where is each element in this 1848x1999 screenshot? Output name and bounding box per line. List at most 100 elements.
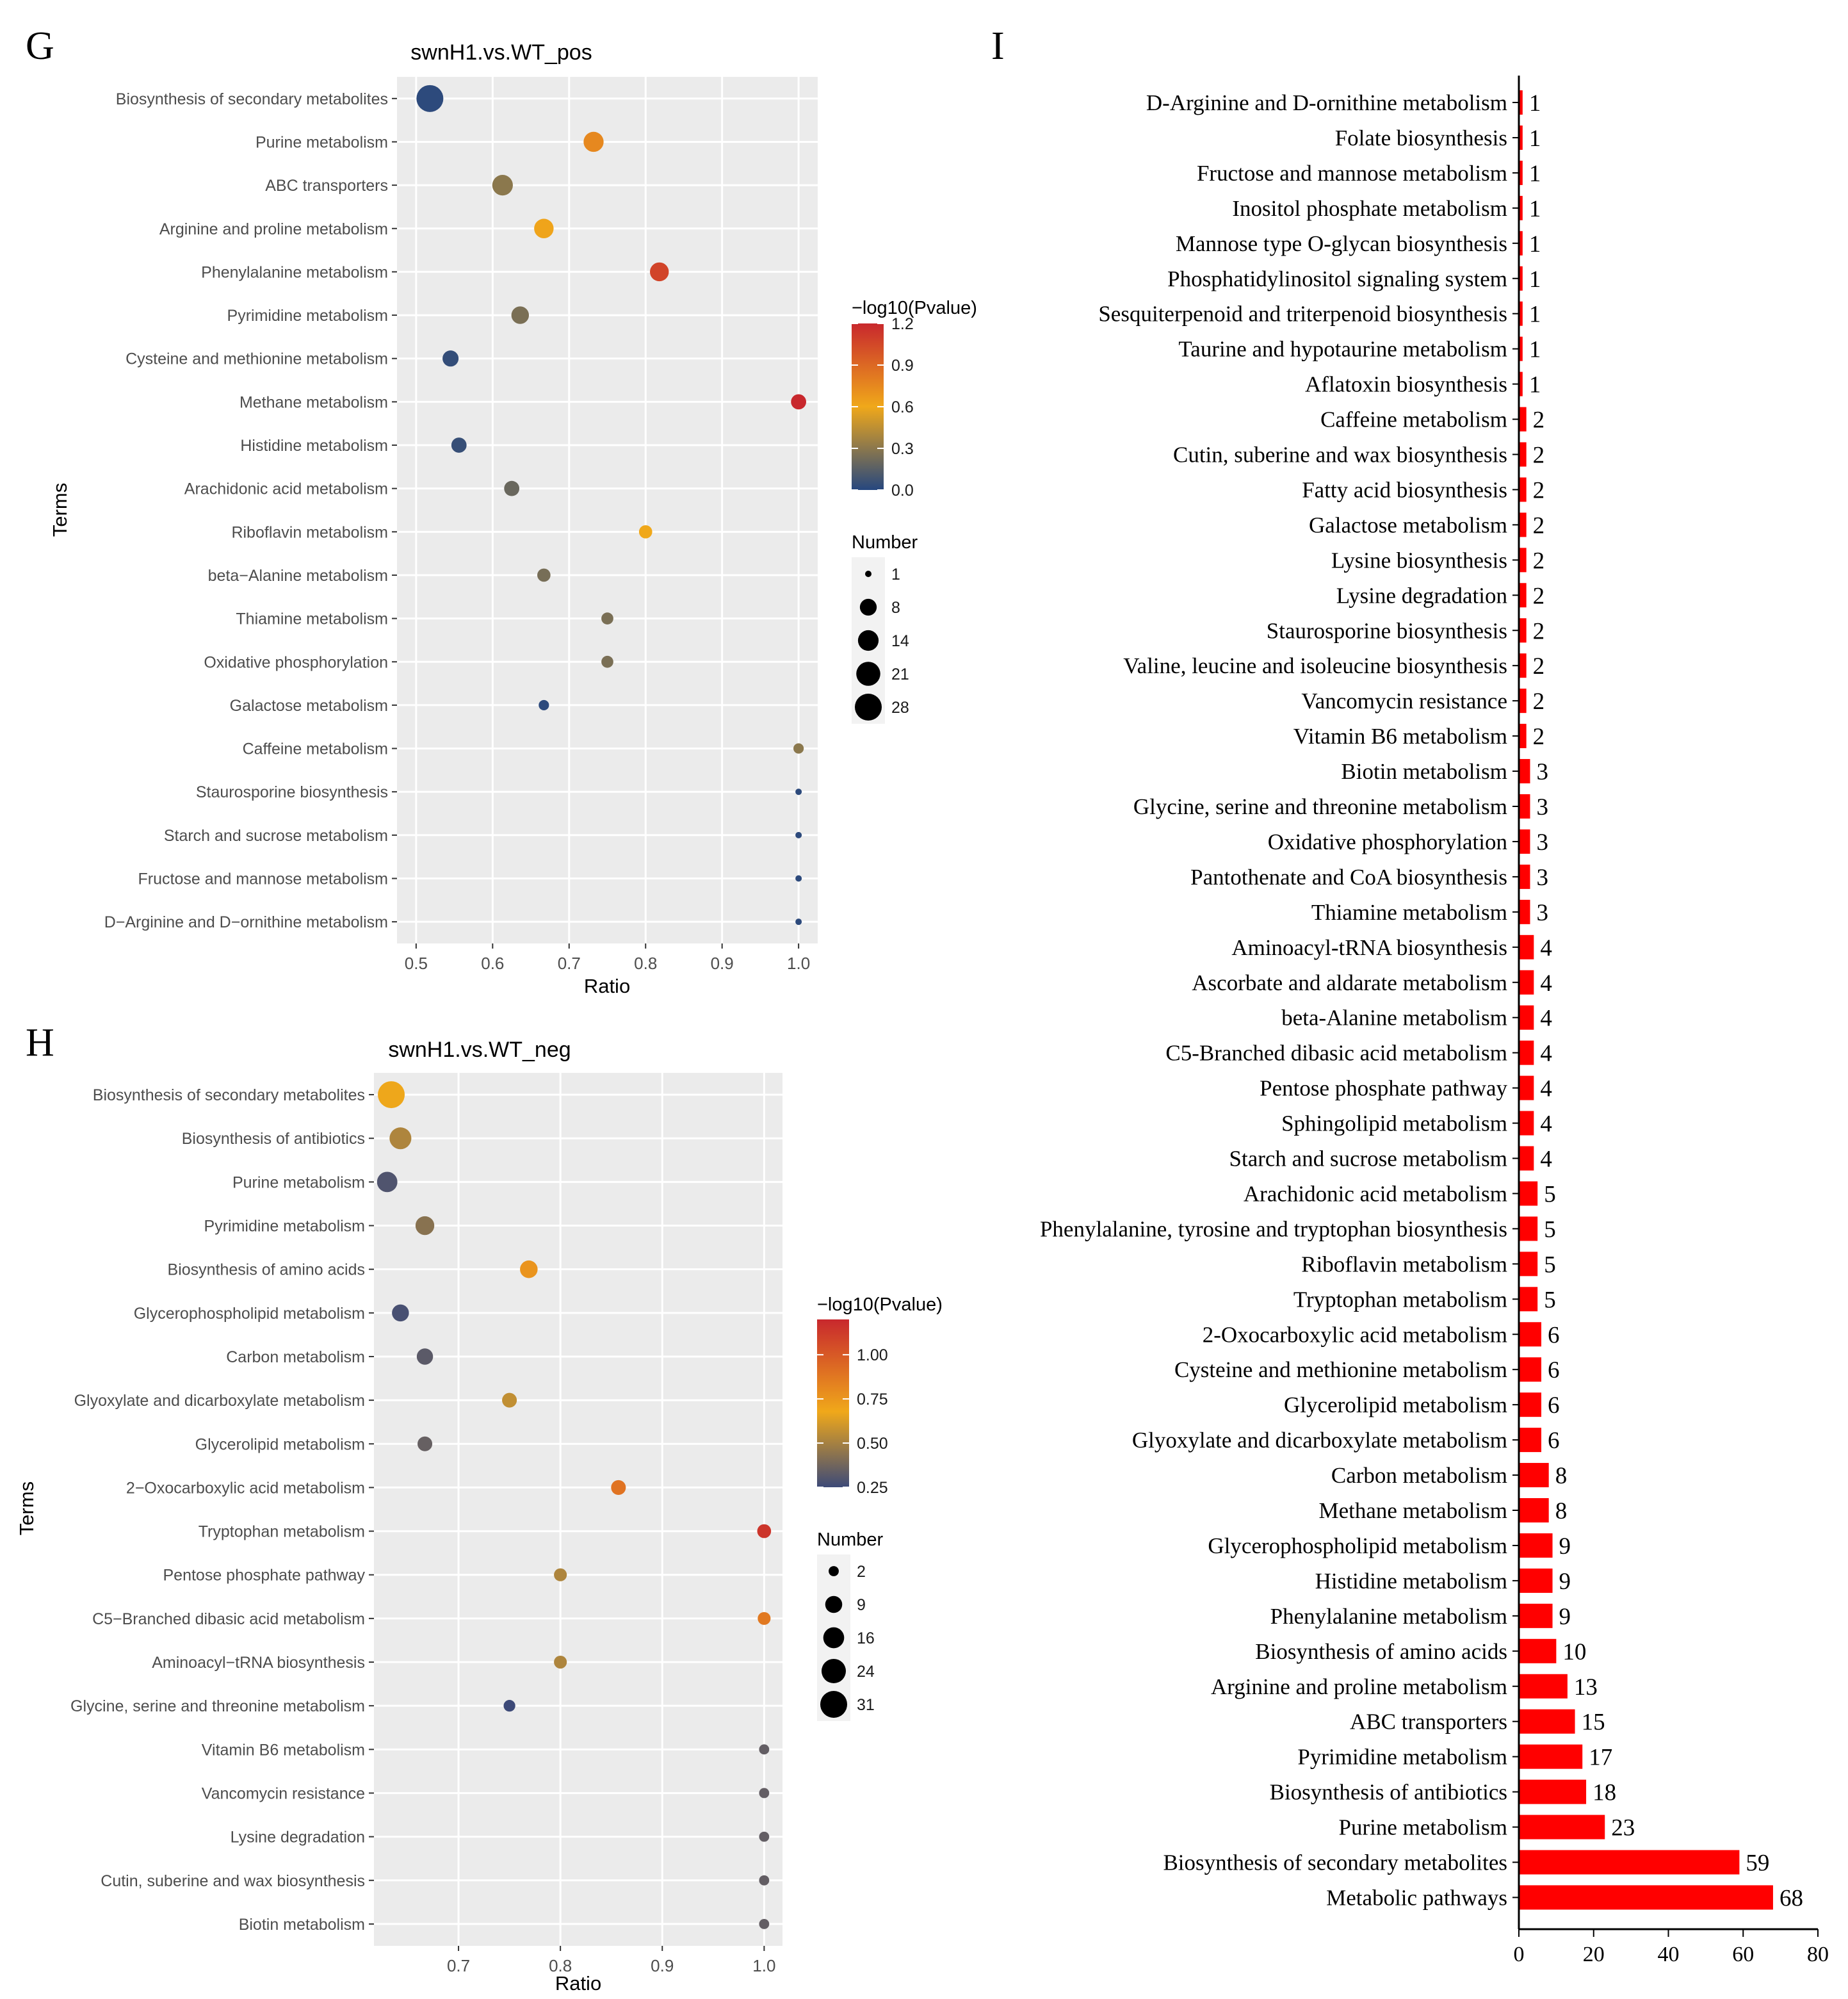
panel-i-value-label: 1 [1529,372,1541,398]
panel-h-point [389,1127,412,1150]
panel-i-value-label: 3 [1537,865,1549,891]
panel-g-point [539,699,549,711]
panel-g-term-label: ABC transporters [265,177,388,195]
panel-i-bar [1519,1005,1534,1030]
panel-g-point [492,175,513,196]
panel-i-category-label: Pentose phosphate pathway [1260,1076,1507,1101]
panel-i-value-label: 1 [1529,337,1541,363]
panel-g-point [791,394,807,410]
panel-i-category-label: Glycerolipid metabolism [1284,1392,1507,1417]
panel-g-point [638,525,652,539]
panel-i-category-label: Thiamine metabolism [1311,900,1507,925]
panel-i-category-label: Taurine and hypotaurine metabolism [1178,337,1507,362]
panel-i-bar [1519,231,1523,256]
panel-g-point [451,437,467,453]
panel-h-term-label: 2−Oxocarboxylic acid metabolism [126,1479,365,1497]
panel-h-point [758,1611,771,1625]
panel-i-bar [1519,1674,1568,1699]
panel-h-size-legend-title: Number [817,1530,883,1550]
panel-i-category-label: beta-Alanine metabolism [1281,1006,1507,1031]
panel-i-bar [1519,689,1527,714]
panel-h-size-key-dot [820,1691,847,1718]
panel-i-category-label: Lysine biosynthesis [1331,548,1507,573]
panel-i-category-label: Inositol phosphate metabolism [1232,196,1507,221]
panel-i-category-label: Biosynthesis of secondary metabolites [1163,1850,1507,1875]
panel-i-category-label: Purine metabolism [1339,1815,1507,1840]
panel-g-term-label: Galactose metabolism [230,697,388,715]
panel-i-bar [1519,512,1527,537]
panel-i-value-label: 8 [1555,1498,1568,1524]
panel-h-point [554,1655,567,1669]
panel-g-point [583,131,604,152]
panel-i-value-label: 6 [1548,1392,1560,1419]
panel-i-bar [1519,1216,1538,1241]
panel-g-point [795,918,802,926]
panel-i-bar [1519,1111,1534,1136]
panel-g-colorbar-label: 0.0 [891,482,914,500]
panel-i-chart: D-Arginine and D-ornithine metabolism 1 Fo… [1040,76,1829,1966]
panel-g-x-tick-label: 0.7 [558,954,581,973]
panel-i-category-label: Oxidative phosphorylation [1268,829,1507,854]
panel-h-point [759,1744,770,1755]
panel-i-value-label: 1 [1529,161,1541,187]
panel-i-category-label: Cutin, suberine and wax biosynthesis [1173,443,1507,468]
panel-i-bar [1519,1638,1557,1663]
panel-i-category-label: Histidine metabolism [1315,1569,1507,1594]
panel-h-point [416,1348,434,1365]
panel-i-value-label: 2 [1533,653,1545,680]
panel-i-bar [1519,1744,1583,1769]
panel-g-colorbar-label: 0.3 [891,440,914,458]
panel-i-bar [1519,794,1530,819]
panel-i-category-label: Phenylalanine, tyrosine and tryptophan b… [1040,1216,1507,1241]
panel-i-category-label: Biosynthesis of amino acids [1255,1639,1507,1664]
panel-g-ylabel: Terms [49,483,71,537]
panel-g-point [416,85,444,112]
panel-h-size-legend: Number 2 9 16 24 31 [817,1530,883,1721]
panel-g-term-label: Oxidative phosphorylation [204,653,388,671]
panel-g-size-key-dot [859,598,877,616]
panel-i-value-label: 15 [1582,1709,1605,1736]
panel-i-bar [1519,301,1523,326]
panel-i-value-label: 4 [1540,935,1552,961]
panel-h-x-tick-label: 0.9 [651,1956,674,1975]
panel-i-bar [1519,1287,1538,1312]
panel-i-value-label: 68 [1779,1885,1803,1911]
panel-i-value-label: 6 [1548,1428,1560,1454]
panel-h-point [757,1524,772,1538]
panel-h-xlabel: Ratio [555,1972,601,1995]
panel-g-point [537,568,551,582]
panel-i-category-label: Aminoacyl-tRNA biosynthesis [1231,935,1507,960]
panel-g-x-tick-label: 0.5 [405,954,428,973]
panel-i-bar [1519,1603,1553,1628]
panel-g-colorbar-label: 0.9 [891,357,914,375]
panel-g-size-key-dot [865,571,871,577]
panel-i-value-label: 2 [1533,443,1545,469]
panel-h-point [378,1081,405,1109]
panel-i-bar [1519,1568,1553,1593]
panel-i-category-label: 2-Oxocarboxylic acid metabolism [1203,1322,1507,1347]
panel-i-bar [1519,125,1523,150]
panel-i-bar [1519,1885,1773,1910]
panel-i-value-label: 5 [1544,1252,1556,1278]
panel-i-category-label: Pyrimidine metabolism [1297,1745,1507,1770]
panel-h-point [554,1568,567,1581]
panel-i-category-label: Glycerophospholipid metabolism [1208,1533,1507,1558]
panel-i-value-label: 4 [1540,1006,1552,1032]
panel-i-category-label: Glycine, serine and threonine metabolism [1133,794,1507,819]
panel-h-x-tick-label: 0.8 [549,1956,572,1975]
panel-i-bar [1519,1392,1542,1417]
panel-g-term-label: Cysteine and methionine metabolism [126,350,388,368]
panel-h-colorbar [817,1319,849,1487]
panel-i-category-label: Metabolic pathways [1326,1885,1507,1910]
panel-i-category-label: Cysteine and methionine metabolism [1174,1357,1507,1382]
panel-i-x-tick-label: 40 [1658,1943,1680,1966]
panel-i-category-label: Mannose type O-glycan biosynthesis [1176,231,1507,256]
panel-g-point [795,831,802,838]
panel-i-bar [1519,371,1523,396]
panel-h-term-label: Carbon metabolism [226,1348,365,1366]
panel-g-point [534,218,554,238]
panel-g-title: swnH1.vs.WT_pos [410,40,592,65]
panel-i-bar [1519,336,1523,361]
panel-i-bar [1519,1850,1740,1875]
panel-i-bar [1519,407,1527,432]
